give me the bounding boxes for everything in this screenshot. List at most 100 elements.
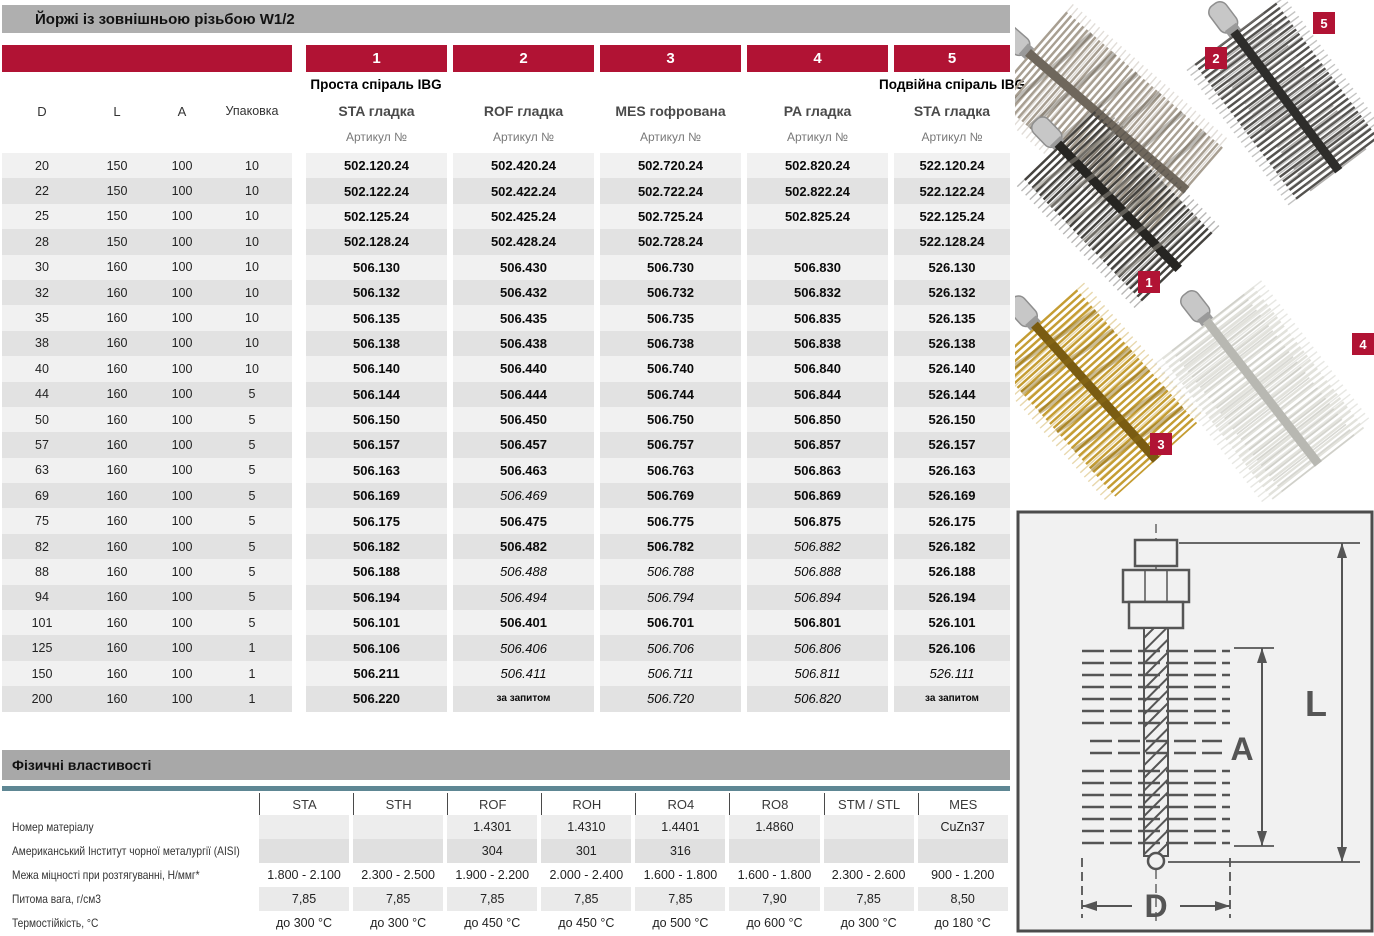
cell-d: 38 — [35, 336, 49, 351]
cell-l: 160 — [106, 463, 128, 478]
article-cell: 506.169 — [306, 483, 447, 509]
article-subheader-5: Артикул № — [921, 130, 983, 144]
article-subheader-row: Артикул № Артикул № Артикул № Артикул № … — [2, 127, 1010, 147]
photo-tag-4: 4 — [1352, 333, 1374, 355]
property-row: Термостійкість, °С до 300 °C до 300 °C до 4… — [2, 911, 1010, 935]
prop-col-rof: ROF — [447, 793, 537, 815]
column-names-row: D L A Упаковка STA гладка ROF гладка MES… — [2, 100, 1010, 122]
cell-pack: 10 — [245, 361, 259, 376]
article-cell: 502.420.24 — [453, 153, 594, 179]
article-cell: 506.738 — [600, 330, 741, 357]
article-cell: 526.150 — [894, 406, 1010, 433]
table-row: 30 160 100 10 506.130 506.430 506.730 506.830 52… — [2, 254, 1010, 280]
article-subheader-3: Артикул № — [640, 130, 701, 144]
article-cell: 506.740 — [600, 356, 741, 382]
table-row: 28 150 100 10 502.128.24 502.428.24 502.728.24… — [2, 229, 1010, 255]
property-value: CuZn37 — [917, 815, 1008, 839]
article-cell: 502.422.24 — [453, 178, 594, 204]
photo-tag-2: 2 — [1205, 47, 1227, 69]
dimension-cells: 63 160 100 5 — [2, 457, 292, 484]
article-cell: 502.822.24 — [747, 178, 888, 204]
article-cell: 502.128.24 — [306, 229, 447, 255]
group-label-double-spiral: Подвійна спіраль IBG — [879, 77, 1025, 92]
dimension-cells: 75 160 100 5 — [2, 508, 292, 534]
article-cell — [747, 229, 888, 255]
cell-a: 100 — [171, 691, 193, 706]
material-header-3: MES гофрована — [615, 103, 726, 119]
article-cell: за запитом — [894, 686, 1010, 712]
property-value — [823, 815, 914, 839]
article-cell: 506.411 — [453, 660, 594, 687]
article-cell: 526.169 — [894, 483, 1010, 509]
photo-tag-5: 5 — [1313, 12, 1335, 34]
header-pack: Упаковка — [225, 104, 279, 118]
article-cell: 502.125.24 — [306, 203, 447, 230]
cell-l: 160 — [106, 615, 128, 630]
cell-a: 100 — [171, 564, 193, 579]
cell-a: 100 — [171, 336, 193, 351]
cell-pack: 5 — [248, 539, 256, 554]
article-cell: 526.106 — [894, 635, 1010, 661]
article-cell: 506.182 — [306, 533, 447, 560]
dimension-cells: 82 160 100 5 — [2, 533, 292, 560]
prop-col-ro4: RO4 — [635, 793, 725, 815]
table-row: 20 150 100 10 502.120.24 502.420.24 502.720.24… — [2, 153, 1010, 179]
property-value — [917, 839, 1008, 863]
cell-pack: 5 — [248, 514, 256, 529]
article-cell: 522.120.24 — [894, 153, 1010, 179]
property-value: 1.4860 — [729, 815, 820, 839]
dimension-cells: 150 160 100 1 — [2, 660, 292, 687]
article-cell: 502.720.24 — [600, 153, 741, 179]
cell-l: 150 — [106, 209, 128, 224]
cell-d: 40 — [35, 361, 49, 376]
table-row: 88 160 100 5 506.188 506.488 506.788 506.888 526… — [2, 559, 1010, 585]
article-cell: 502.122.24 — [306, 178, 447, 204]
dimension-cells: 94 160 100 5 — [2, 584, 292, 611]
table-row: 94 160 100 5 506.194 506.494 506.794 506.894 526… — [2, 584, 1010, 611]
property-value: 7,85 — [447, 887, 538, 911]
cell-a: 100 — [171, 260, 193, 275]
page-title: Йоржі із зовнішньою різьбою W1/2 — [2, 5, 1010, 33]
article-cell: 506.840 — [747, 356, 888, 382]
cell-pack: 5 — [248, 590, 256, 605]
article-cell: 506.144 — [306, 381, 447, 407]
article-cell: 506.488 — [453, 559, 594, 585]
bristles — [1082, 649, 1230, 845]
article-cell: 506.106 — [306, 635, 447, 661]
cell-pack: 5 — [248, 387, 256, 402]
cell-l: 160 — [106, 590, 128, 605]
cell-pack: 10 — [245, 209, 259, 224]
cell-a: 100 — [171, 184, 193, 199]
cell-pack: 5 — [248, 615, 256, 630]
article-cell: 506.820 — [747, 686, 888, 712]
dimension-diagram: L A D — [1016, 510, 1374, 933]
property-row: Питома вага, г/см3 7,85 7,85 7,85 7,85 7,85 7,… — [2, 887, 1010, 911]
properties-table: Номер матеріалу 1.4301 1.4310 1.4401 1.4860 C… — [2, 815, 1010, 935]
article-cell: 506.435 — [453, 305, 594, 331]
table-row: 25 150 100 10 502.125.24 502.425.24 502.725.24… — [2, 203, 1010, 230]
property-label: Американський Інститут чорної металургії… — [2, 839, 255, 863]
main-table: 20 150 100 10 502.120.24 502.420.24 502.720.24… — [2, 153, 1010, 712]
property-label: Номер матеріалу — [2, 815, 255, 839]
cell-l: 160 — [106, 691, 128, 706]
cell-pack: 10 — [245, 336, 259, 351]
dimension-cells: 50 160 100 5 — [2, 406, 292, 433]
dimension-headers: D L A Упаковка — [2, 100, 292, 122]
article-cell: 526.144 — [894, 381, 1010, 407]
collar — [1127, 600, 1185, 630]
article-cell: 506.194 — [306, 584, 447, 611]
article-cell: 502.728.24 — [600, 229, 741, 255]
cell-pack: 5 — [248, 463, 256, 478]
article-cell: 506.735 — [600, 305, 741, 331]
article-cell: 502.725.24 — [600, 203, 741, 230]
article-cell: 502.820.24 — [747, 153, 888, 179]
property-row: Межа міцності при розтягуванні, Н/ммг* 1.… — [2, 863, 1010, 887]
article-cell: 506.775 — [600, 508, 741, 534]
cell-a: 100 — [171, 209, 193, 224]
cell-l: 150 — [106, 234, 128, 249]
property-value: 8,50 — [917, 887, 1008, 911]
cell-a: 100 — [171, 615, 193, 630]
article-cell: 506.811 — [747, 660, 888, 687]
article-cell: 526.175 — [894, 508, 1010, 534]
article-cell: за запитом — [453, 686, 594, 712]
